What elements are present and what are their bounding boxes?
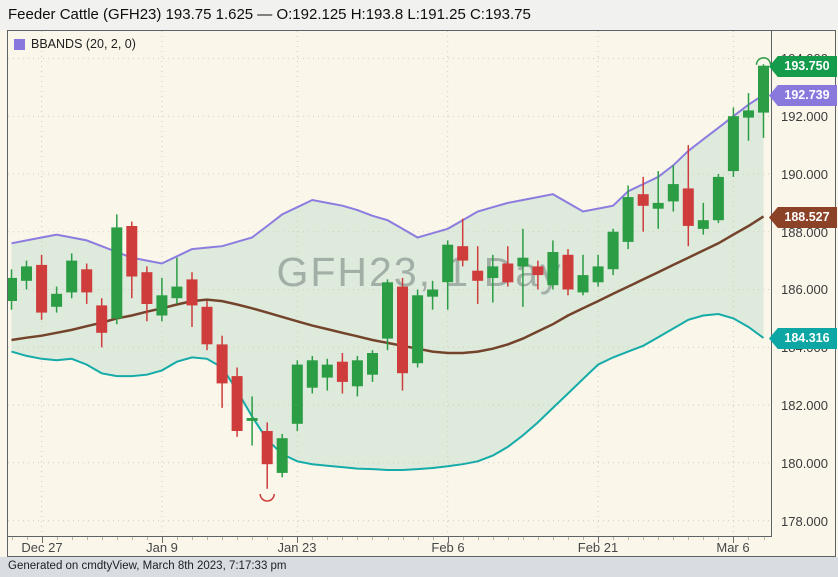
- x-axis-minor-tick: [87, 537, 88, 540]
- x-axis-minor-tick: [478, 537, 479, 540]
- x-axis-minor-tick: [568, 537, 569, 540]
- x-axis-minor-tick: [673, 537, 674, 540]
- instrument-ohlc-title: Feeder Cattle (GFH23) 193.75 1.625 — O:1…: [8, 6, 531, 23]
- legend-swatch-icon: [14, 38, 25, 50]
- x-axis-major-tick: [42, 537, 43, 543]
- x-axis-minor-tick: [282, 537, 283, 540]
- x-axis-minor-tick: [117, 537, 118, 540]
- upper-band-tag: 192.739: [769, 85, 837, 106]
- x-axis-minor-tick: [222, 537, 223, 540]
- x-axis-minor-tick: [192, 537, 193, 540]
- y-axis-label: 182.000: [781, 398, 828, 413]
- y-axis-label: 180.000: [781, 456, 828, 471]
- legend-label: BBANDS (20, 2, 0): [31, 37, 136, 51]
- x-axis-label: Jan 9: [146, 540, 178, 555]
- x-axis-minor-tick: [463, 537, 464, 540]
- x-axis-label: Jan 23: [277, 540, 317, 555]
- x-axis-minor-tick: [613, 537, 614, 540]
- time-axis[interactable]: Dec 27 Jan 9 Jan 23 Feb 6 Feb 21 Mar 6: [8, 537, 772, 556]
- candles: [8, 64, 769, 489]
- x-axis-minor-tick: [658, 537, 659, 540]
- x-axis-minor-tick: [643, 537, 644, 540]
- x-axis-minor-tick: [688, 537, 689, 540]
- x-axis-minor-tick: [388, 537, 389, 540]
- chart-container: GFH23, 1 Day BBANDS (20, 2, 0) 178.000 18…: [7, 30, 837, 557]
- x-axis-minor-tick: [764, 537, 765, 540]
- x-axis-minor-tick: [177, 537, 178, 540]
- x-axis-minor-tick: [538, 537, 539, 540]
- x-axis-minor-tick: [132, 537, 133, 540]
- x-axis-minor-tick: [523, 537, 524, 540]
- x-axis-minor-tick: [267, 537, 268, 540]
- x-axis-minor-tick: [72, 537, 73, 540]
- x-axis-major-tick: [297, 537, 298, 543]
- x-axis-minor-tick: [357, 537, 358, 540]
- price-chart[interactable]: GFH23, 1 Day BBANDS (20, 2, 0): [8, 31, 772, 537]
- x-axis-minor-tick: [372, 537, 373, 540]
- x-axis-minor-tick: [418, 537, 419, 540]
- x-axis-minor-tick: [12, 537, 13, 540]
- x-axis-minor-tick: [252, 537, 253, 540]
- x-axis-label: Feb 6: [431, 540, 465, 555]
- x-axis-major-tick: [162, 537, 163, 543]
- x-axis-label: Feb 21: [577, 540, 619, 555]
- bbands-legend[interactable]: BBANDS (20, 2, 0): [14, 36, 136, 52]
- x-axis-minor-tick: [312, 537, 313, 540]
- x-axis-minor-tick: [433, 537, 434, 540]
- lower-band-line: [11, 312, 765, 471]
- x-axis-minor-tick: [583, 537, 584, 540]
- x-axis-major-tick: [448, 537, 449, 543]
- middle-band-tag: 188.527: [769, 207, 837, 228]
- lower-band-tag: 184.316: [769, 328, 837, 349]
- x-axis-minor-tick: [718, 537, 719, 540]
- x-axis-minor-tick: [508, 537, 509, 540]
- y-axis-label: 190.000: [781, 167, 828, 182]
- x-axis-major-tick: [598, 537, 599, 543]
- swing-high-arc-marker: [755, 57, 771, 65]
- x-axis-minor-tick: [57, 537, 58, 540]
- swing-low-arc-marker: [259, 493, 275, 502]
- x-axis-minor-tick: [102, 537, 103, 540]
- last-price-tag: 193.750: [769, 56, 837, 77]
- x-axis-minor-tick: [628, 537, 629, 540]
- x-axis-minor-tick: [493, 537, 494, 540]
- x-axis-minor-tick: [703, 537, 704, 540]
- price-axis[interactable]: 178.000180.000182.000184.000186.000188.0…: [769, 31, 837, 557]
- x-axis-minor-tick: [27, 537, 28, 540]
- candlestick-svg[interactable]: [8, 31, 771, 535]
- x-axis-minor-tick: [403, 537, 404, 540]
- x-axis-label: Dec 27: [21, 540, 63, 555]
- generated-timestamp: Generated on cmdtyView, March 8th 2023, …: [8, 560, 287, 572]
- x-axis-minor-tick: [147, 537, 148, 540]
- x-axis-minor-tick: [207, 537, 208, 540]
- chart-header: Feeder Cattle (GFH23) 193.75 1.625 — O:1…: [0, 0, 838, 30]
- x-axis-minor-tick: [237, 537, 238, 540]
- y-axis-label: 188.000: [781, 225, 828, 240]
- y-axis-label: 192.000: [781, 109, 828, 124]
- x-axis-label: Mar 6: [716, 540, 750, 555]
- footer-bar: Generated on cmdtyView, March 8th 2023, …: [0, 557, 838, 577]
- x-axis-minor-tick: [342, 537, 343, 540]
- y-axis-label: 178.000: [781, 514, 828, 529]
- x-axis-major-tick: [733, 537, 734, 543]
- y-axis-label: 186.000: [781, 282, 828, 297]
- x-axis-minor-tick: [327, 537, 328, 540]
- x-axis-minor-tick: [553, 537, 554, 540]
- x-axis-minor-tick: [748, 537, 749, 540]
